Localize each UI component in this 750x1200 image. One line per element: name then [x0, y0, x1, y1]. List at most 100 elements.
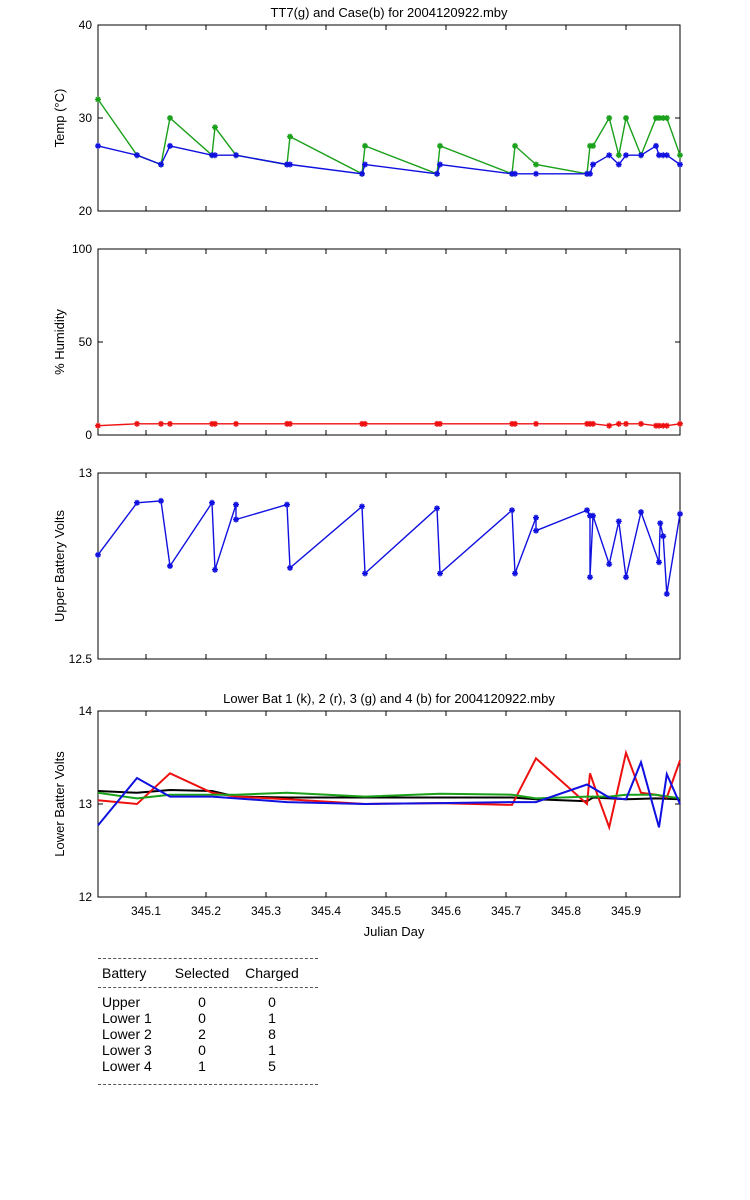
data-point	[233, 420, 239, 427]
data-point	[587, 170, 593, 177]
y-tick-label: 13	[79, 466, 93, 480]
data-point	[660, 533, 667, 540]
data-point	[95, 551, 101, 558]
data-point	[512, 142, 518, 149]
data-point	[590, 512, 596, 519]
y-tick-label: 40	[79, 18, 93, 32]
y-tick-label: 14	[79, 704, 93, 718]
data-point	[623, 420, 629, 427]
data-point	[287, 161, 293, 168]
row-selected: 0	[198, 1042, 206, 1058]
row-charged: 5	[268, 1058, 276, 1074]
row-battery: Lower 1	[102, 1010, 152, 1026]
data-point	[638, 152, 644, 159]
chart-title: Lower Bat 1 (k), 2 (r), 3 (g) and 4 (b) …	[223, 691, 555, 706]
data-point	[606, 152, 613, 159]
y-tick-label: 50	[79, 335, 93, 349]
table-row: Lower 4 1 5	[98, 1058, 318, 1074]
battery-table: Battery Selected Charged Upper 0 0 Lower…	[98, 958, 318, 1085]
data-point	[656, 422, 662, 429]
data-point	[512, 170, 518, 177]
y-tick-label: 12	[79, 890, 93, 904]
table-rule-bottom	[98, 1084, 318, 1085]
row-battery: Lower 3	[102, 1042, 152, 1058]
x-tick-label: 345.2	[191, 904, 221, 918]
x-tick-label: 345.5	[371, 904, 401, 918]
data-point	[134, 499, 140, 506]
data-point	[606, 561, 613, 568]
data-point	[167, 563, 173, 569]
data-point	[638, 509, 644, 516]
data-point	[434, 505, 440, 512]
y-tick-label: 0	[85, 428, 92, 442]
data-point	[663, 590, 670, 597]
data-point	[512, 420, 518, 427]
data-point	[623, 574, 629, 581]
data-point	[638, 420, 644, 427]
data-point	[623, 152, 629, 159]
data-point	[615, 161, 622, 168]
row-charged: 8	[268, 1026, 276, 1042]
data-point	[233, 501, 239, 508]
data-point	[660, 115, 667, 121]
row-selected: 0	[198, 1010, 206, 1026]
data-point	[587, 574, 593, 581]
table-row: Lower 2 2 8	[98, 1026, 318, 1042]
data-point	[437, 420, 443, 427]
row-selected: 0	[198, 994, 206, 1010]
table-row: Lower 1 0 1	[98, 1010, 318, 1026]
data-point	[134, 420, 140, 427]
data-point	[660, 152, 667, 159]
table-row: Upper 0 0	[98, 994, 318, 1010]
data-point	[95, 142, 101, 149]
data-point	[656, 152, 662, 159]
x-axis-label: Julian Day	[364, 924, 425, 939]
data-point	[287, 420, 293, 427]
row-charged: 0	[268, 994, 276, 1010]
x-tick-label: 345.1	[131, 904, 161, 918]
x-tick-label: 345.3	[251, 904, 281, 918]
data-point	[677, 420, 683, 427]
x-tick-label: 345.9	[611, 904, 641, 918]
table-rule-mid	[98, 987, 318, 988]
row-selected: 1	[198, 1058, 206, 1074]
data-point	[437, 570, 443, 577]
data-point	[590, 142, 596, 149]
data-point	[615, 152, 622, 159]
data-point	[657, 520, 664, 527]
data-point	[362, 161, 368, 168]
data-point	[590, 420, 596, 427]
data-point	[167, 115, 173, 121]
row-charged: 1	[268, 1010, 276, 1026]
y-axis-label: Lower Batter Volts	[52, 751, 67, 857]
plot-frame	[97, 472, 681, 660]
y-axis-label: Temp (°C)	[52, 89, 67, 148]
data-point	[362, 570, 368, 577]
row-charged: 1	[268, 1042, 276, 1058]
data-point	[233, 516, 239, 523]
row-battery: Upper	[102, 994, 141, 1010]
data-point	[509, 507, 515, 514]
data-point	[287, 133, 293, 140]
x-tick-label: 345.6	[431, 904, 461, 918]
data-point	[212, 566, 218, 573]
data-point	[615, 420, 622, 427]
data-point	[158, 161, 164, 168]
data-point	[677, 510, 683, 517]
data-point	[95, 96, 101, 103]
data-point	[95, 422, 101, 429]
data-point	[584, 507, 590, 514]
data-point	[533, 420, 539, 427]
y-tick-label: 30	[79, 111, 93, 125]
header-charged: Charged	[245, 965, 299, 981]
data-point	[660, 422, 667, 429]
x-tick-label: 345.8	[551, 904, 581, 918]
data-point	[606, 115, 613, 121]
table-row: Lower 3 0 1	[98, 1042, 318, 1058]
series-line	[97, 98, 681, 175]
data-point	[437, 161, 443, 168]
x-tick-label: 345.7	[491, 904, 521, 918]
chart-figure: 20 30 40 TT7(g) and Case(b) for 2004120922.…	[52, 5, 683, 939]
data-point	[212, 124, 218, 131]
data-point	[167, 420, 173, 427]
